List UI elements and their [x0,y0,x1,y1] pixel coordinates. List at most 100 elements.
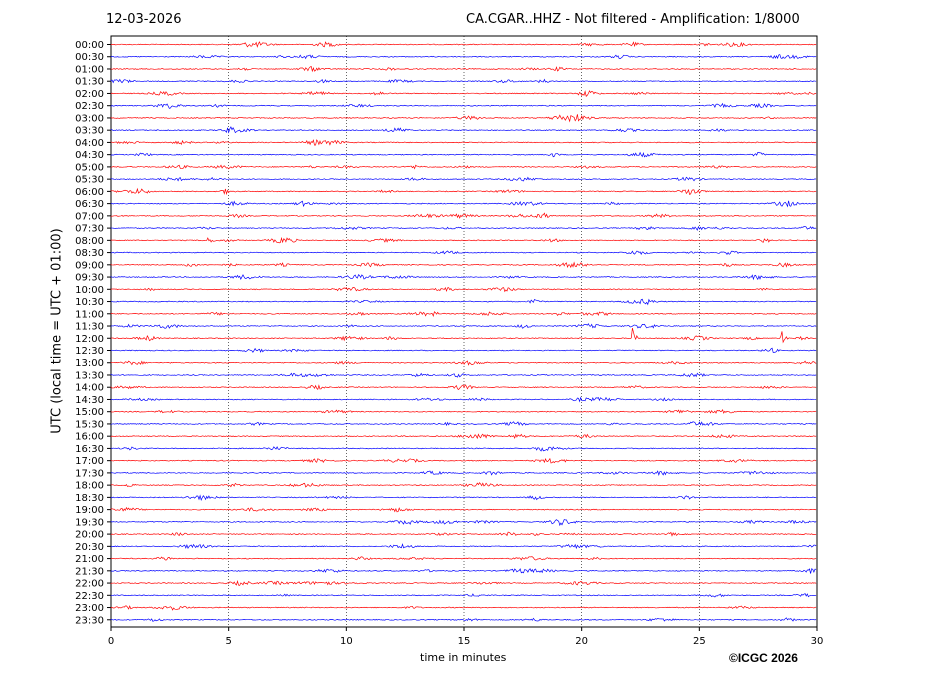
trace-line [110,187,817,196]
y-tick-label: 02:30 [75,101,104,112]
trace-line [110,519,817,527]
trace-line [110,543,817,550]
y-tick-label: 07:30 [75,224,104,235]
y-tick-label: 16:30 [75,444,104,455]
trace-line [110,274,817,281]
trace-line [110,384,817,391]
y-tick-label: 05:00 [75,162,104,173]
y-tick-label: 08:00 [75,236,104,247]
y-tick-label: 23:30 [75,615,104,626]
y-tick-label: 12:30 [75,346,104,357]
y-tick-label: 10:30 [75,297,104,308]
y-tick-label: 16:00 [75,432,104,443]
trace-line [110,593,817,598]
trace-line [110,250,817,256]
trace-line [110,236,817,244]
y-tick-label: 13:30 [75,370,104,381]
trace-line [110,164,817,170]
y-tick-label: 02:00 [75,89,104,100]
trace-line [110,311,817,317]
y-tick-label: 09:30 [75,273,104,284]
trace-line [110,323,817,329]
y-tick-label: 00:30 [75,52,104,63]
y-tick-label: 03:30 [75,126,104,137]
date-label: 12-03-2026 [106,12,182,27]
y-tick-label: 14:00 [75,383,104,394]
trace-line [110,360,817,366]
y-tick-label: 20:00 [75,530,104,541]
x-axis-label: time in minutes [420,651,507,664]
y-tick-label: 19:30 [75,517,104,528]
y-tick-label: 22:30 [75,591,104,602]
trace-line [110,617,817,622]
y-tick-label: 09:00 [75,260,104,271]
y-tick-label: 12:00 [75,334,104,345]
y-tick-label: 11:00 [75,309,104,320]
trace-line [110,568,817,574]
x-tick-label: 25 [693,636,706,647]
trace-line [110,556,817,561]
plot-frame [110,35,818,628]
y-tick-label: 19:00 [75,505,104,516]
x-tick-label: 20 [575,636,588,647]
y-tick-label: 15:30 [75,419,104,430]
y-tick-label: 11:30 [75,322,104,333]
trace-line [110,433,817,440]
trace-line [110,457,817,464]
x-tick-label: 10 [340,636,353,647]
trace-line [110,506,817,513]
y-tick-label: 05:30 [75,175,104,186]
trace-line [110,126,817,134]
trace-line [110,372,817,378]
trace-line [110,225,817,231]
trace-line [110,41,817,48]
x-tick-label: 15 [458,636,471,647]
trace-line [110,605,817,611]
y-tick-label: 00:00 [75,40,104,51]
trace-line [110,446,817,452]
y-tick-label: 15:00 [75,407,104,418]
y-tick-label: 06:30 [75,199,104,210]
y-tick-label: 01:00 [75,64,104,75]
y-tick-label: 18:30 [75,493,104,504]
y-tick-label: 04:00 [75,138,104,149]
trace-line [110,421,817,427]
x-tick-label: 30 [811,636,824,647]
copyright-label: ©ICGC 2026 [729,651,798,665]
y-tick-label: 18:00 [75,481,104,492]
trace-line [110,287,817,293]
y-tick-label: 01:30 [75,77,104,88]
trace-line [110,102,817,109]
trace-line [110,482,817,488]
trace-line [110,139,817,146]
y-tick-label: 20:30 [75,542,104,553]
y-tick-label: 14:30 [75,395,104,406]
y-tick-label: 04:30 [75,150,104,161]
trace-line [110,78,817,84]
y-tick-label: 23:00 [75,603,104,614]
trace-line [110,151,817,158]
trace-line [110,54,817,60]
trace-line [110,579,817,586]
x-tick-label: 0 [108,636,114,647]
y-tick-label: 17:30 [75,468,104,479]
y-tick-label: 17:00 [75,456,104,467]
x-tick-label: 5 [225,636,231,647]
trace-line [110,200,817,208]
trace-line [110,347,817,353]
trace-line [110,396,817,403]
y-tick-label: 06:00 [75,187,104,198]
trace-line [110,494,817,502]
y-tick-label: 07:00 [75,211,104,222]
y-tick-label: 08:30 [75,248,104,259]
y-tick-label: 21:00 [75,554,104,565]
trace-line [110,176,817,182]
trace-line [110,65,817,73]
chart-title: CA.CGAR..HHZ - Not filtered - Amplificat… [466,12,800,27]
trace-line [110,531,817,537]
trace-line [110,261,817,269]
trace-line [110,298,817,306]
y-tick-label: 13:00 [75,358,104,369]
trace-line [110,470,817,477]
